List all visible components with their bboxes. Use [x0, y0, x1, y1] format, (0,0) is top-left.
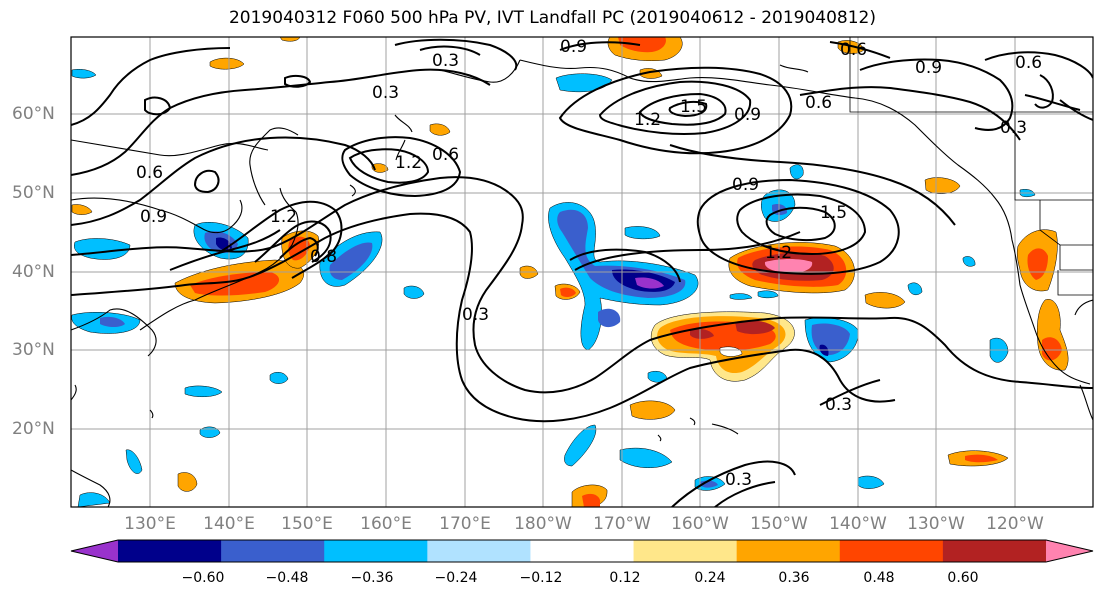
contour-label: 0.3: [725, 470, 752, 490]
lon-label: 180°W: [514, 514, 572, 534]
contour-label: 1.2: [765, 243, 792, 263]
contour-label: 0.3: [462, 305, 489, 325]
contour-label: 1.5: [680, 97, 707, 117]
colorbar-tick-label: −0.24: [434, 570, 478, 586]
colorbar-tick-label: −0.60: [181, 570, 225, 586]
grid-lines: [71, 37, 1093, 507]
contour-label: 0.6: [432, 145, 459, 165]
colorbar-swatch: [736, 540, 841, 562]
colorbar-tick-label: −0.48: [265, 570, 309, 586]
contour-label: 0.3: [825, 395, 852, 415]
contour-label: 1.5: [820, 203, 847, 223]
lon-label: 130°E: [124, 514, 176, 534]
lon-label: 120°W: [986, 514, 1044, 534]
colorbar-swatch: [942, 540, 1047, 562]
contour-label: 1.2: [270, 207, 297, 227]
colorbar-tick-label: −0.36: [350, 570, 394, 586]
contour-label: 1.2: [634, 110, 661, 130]
lon-label: 160°W: [671, 514, 729, 534]
colorbar-outline: [70, 539, 1094, 563]
contour-label: 0.3: [432, 51, 459, 71]
colorbar-tick-label: 0.48: [863, 570, 895, 586]
pv-contours: [71, 38, 1093, 507]
contour-label: 0.6: [840, 40, 867, 60]
contour-label: 0.9: [560, 37, 587, 57]
contour-label-group: 0.3 0.9 0.6 0.9 0.6 0.3 1.2 0.6 1.2 1.5 …: [136, 37, 1042, 490]
map-title: 2019040312 F060 500 hPa PV, IVT Landfall…: [228, 8, 876, 28]
colorbar-tick-label: 0.12: [609, 570, 641, 586]
colorbar-swatch: [839, 540, 944, 562]
colorbar-swatch: [118, 540, 222, 562]
lat-label: 30°N: [12, 340, 55, 360]
lat-label: 20°N: [12, 419, 55, 439]
shaded-anomalies: [71, 37, 1069, 507]
lat-label: 40°N: [12, 262, 55, 282]
lon-label: 140°W: [829, 514, 887, 534]
map-frame: [70, 36, 1094, 508]
contour-label: 0.9: [734, 105, 761, 125]
lon-label: 150°E: [281, 514, 333, 534]
contour-label: 0.9: [732, 175, 759, 195]
lat-label: 50°N: [12, 183, 55, 203]
lon-label: 150°W: [750, 514, 808, 534]
colorbar-tick-label: 0.60: [947, 570, 979, 586]
contour-label: 0.8: [310, 247, 337, 267]
lon-label: 170°W: [593, 514, 651, 534]
colorbar-tick-label: 0.36: [778, 570, 810, 586]
colorbar-extend-high: [1046, 540, 1093, 562]
contour-label: 0.3: [372, 83, 399, 103]
lon-label: 140°E: [203, 514, 255, 534]
colorbar-tick-label: 0.24: [694, 570, 726, 586]
lon-label: 130°W: [907, 514, 965, 534]
contour-label: 0.6: [136, 163, 163, 183]
contour-label: 0.3: [1000, 118, 1027, 138]
colorbar-swatch: [324, 540, 428, 562]
colorbar-swatch: [633, 540, 738, 562]
colorbar: [70, 539, 1094, 563]
contour-label: 0.9: [915, 58, 942, 78]
colorbar-swatch: [530, 540, 635, 562]
lat-label: 60°N: [12, 104, 55, 124]
colorbar-tick-label: −0.12: [519, 570, 563, 586]
contour-label: 0.9: [140, 207, 167, 227]
colorbar-swatch: [427, 540, 531, 562]
colorbar-swatch: [221, 540, 325, 562]
lon-label: 170°E: [439, 514, 491, 534]
colorbar-extend-low: [71, 540, 118, 562]
contour-label: 0.6: [805, 93, 832, 113]
lon-label: 160°E: [360, 514, 412, 534]
contour-label: 0.6: [1015, 53, 1042, 73]
contour-label: 1.2: [395, 153, 422, 173]
